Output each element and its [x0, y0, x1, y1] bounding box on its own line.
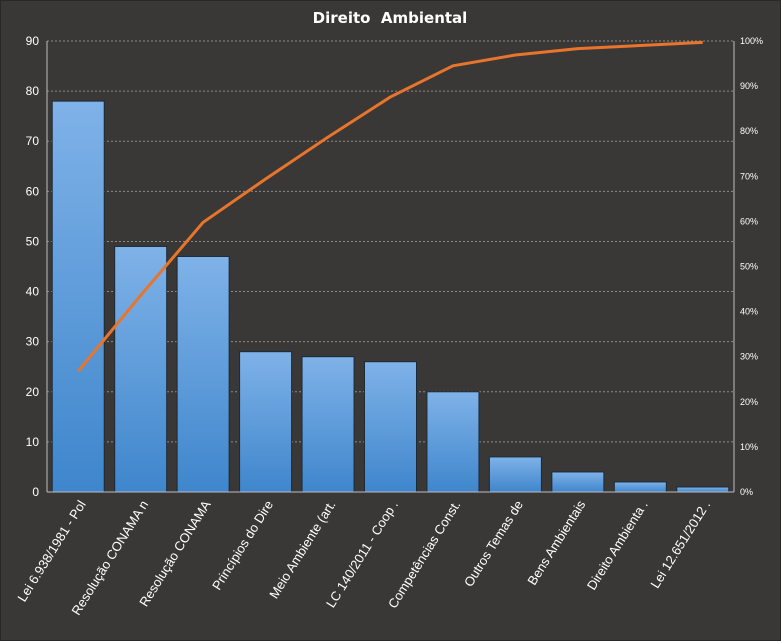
- x-tick-label: LC 140/2011 - Coop .: [323, 498, 401, 611]
- x-tick-label: Bens Ambientais: [524, 497, 588, 587]
- x-tick-label: Competências Const.: [385, 498, 464, 611]
- gridlines: [47, 40, 734, 443]
- y-tick-label: 10: [26, 435, 40, 449]
- y2-tick-label: 70%: [740, 171, 758, 181]
- y2-axis: 0% 10% 20% 30% 40% 50% 60% 70% 80% 90% 100%: [733, 36, 763, 497]
- y2-tick-label: 50%: [740, 262, 758, 272]
- y-tick-label: 50: [26, 234, 40, 248]
- y-tick-label: 80: [26, 84, 40, 98]
- x-tick-label: Resolução CONAMA: [136, 497, 214, 609]
- bar: [239, 351, 293, 493]
- y2-tick-label: 80%: [740, 126, 758, 136]
- bar: [176, 255, 230, 493]
- bar: [676, 486, 730, 493]
- bar: [551, 471, 605, 493]
- bar: [301, 356, 355, 493]
- y-tick-label: 90: [26, 34, 40, 48]
- x-tick-label: Princípios do Dire: [209, 498, 276, 593]
- x-tick-label: Meio Ambiente (art.: [266, 498, 338, 602]
- y-tick-label: 40: [26, 285, 40, 299]
- y-tick-label: 30: [26, 335, 40, 349]
- x-tick-label: Outros Temas de: [461, 498, 526, 590]
- y2-tick-label: 30%: [740, 352, 758, 362]
- x-tick-label: Lei 12.651/2012 .: [647, 498, 713, 591]
- bar: [488, 456, 542, 493]
- y2-tick-label: 100%: [740, 36, 763, 46]
- bar: [613, 481, 667, 493]
- bars: [51, 100, 730, 493]
- y-tick-label: 70: [26, 134, 40, 148]
- bar: [364, 361, 417, 493]
- bar: [114, 245, 168, 493]
- y2-tick-label: 10%: [740, 442, 758, 452]
- y2-tick-label: 60%: [740, 216, 758, 226]
- chart-title: Direito Ambiental: [313, 9, 468, 27]
- x-tick-label: Lei 6.938/1981 - Pol: [14, 498, 88, 605]
- y-tick-label: 60: [26, 184, 40, 198]
- cumulative-series-line: [77, 40, 703, 373]
- y-tick-label: 20: [26, 385, 40, 399]
- y2-tick-label: 20%: [740, 397, 758, 407]
- y-tick-label: 0: [32, 485, 39, 499]
- cumulative-line: [77, 40, 703, 373]
- y2-tick-label: 90%: [740, 81, 758, 91]
- y2-tick-label: 40%: [740, 307, 758, 317]
- y2-tick-label: 0%: [740, 487, 753, 497]
- y-axis: 0 10 20 30 40 50 60 70 80 90: [26, 34, 734, 499]
- bar: [51, 100, 105, 493]
- bar: [426, 391, 480, 493]
- x-tick-label: Direito Ambienta .: [584, 498, 651, 593]
